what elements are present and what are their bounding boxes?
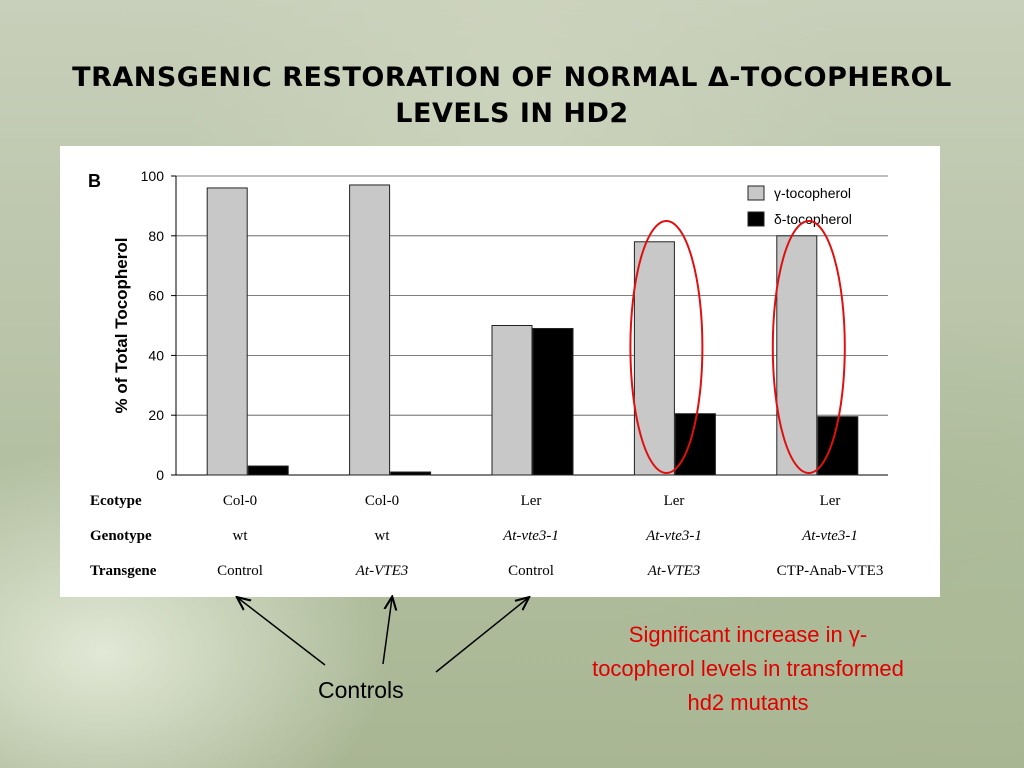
ecotype-cell: Col-0 <box>222 493 258 509</box>
genotype-cell: At-vte3-1 <box>802 528 858 544</box>
panel-label: B <box>88 171 101 191</box>
highlight-ellipse <box>771 220 846 474</box>
transgene-cell: CTP-Anab-VTE3 <box>776 563 884 579</box>
controls-label: Controls <box>318 677 404 703</box>
figure-panel: B 0 20 40 60 80 100 % of Total Tocopherol γ-toco… <box>60 146 940 597</box>
arrow-line <box>238 598 326 666</box>
bar <box>491 325 533 476</box>
y-axis-label: % of Total Tocopherol <box>112 238 131 414</box>
y-tick-label: 80 <box>148 228 164 244</box>
genotype-cell: At-vte3-1 <box>503 528 559 544</box>
row-label-genotype: Genotype <box>90 528 152 544</box>
row-label-ecotype: Ecotype <box>90 493 142 509</box>
ecotype-cell: Col-0 <box>364 493 400 509</box>
legend-label: δ-tocopherol <box>774 211 852 227</box>
transgene-cell: Control <box>217 563 263 579</box>
genotype-cell: At-vte3-1 <box>646 528 702 544</box>
y-tick-label: 60 <box>148 288 164 304</box>
legend-label: γ-tocopherol <box>774 185 851 201</box>
legend-swatch <box>747 211 765 227</box>
transgene-cell: At-VTE3 <box>647 563 701 579</box>
row-label-transgene: Transgene <box>90 563 157 579</box>
y-tick-label: 40 <box>148 347 164 363</box>
title-line-2: levels in hd2 <box>395 98 629 129</box>
genotype-cell: wt <box>374 528 390 544</box>
genotype-cell: wt <box>232 528 248 544</box>
bar <box>390 471 432 476</box>
ecotype-cell: Ler <box>663 493 685 509</box>
y-tick-label: 20 <box>148 407 164 423</box>
arrow-line <box>435 598 528 673</box>
bar-chart: B 0 20 40 60 80 100 % of Total Tocopherol γ-toco… <box>88 168 888 483</box>
highlight-ellipse <box>629 220 704 474</box>
y-tick-label: 0 <box>156 467 164 483</box>
arrow-line <box>382 598 392 665</box>
title-line-1: Transgenic Restoration of Normal δ-Tocop… <box>72 62 952 93</box>
bar <box>349 184 391 476</box>
transgene-cell: Control <box>508 563 554 579</box>
legend-swatch <box>747 185 765 201</box>
ecotype-cell: Ler <box>520 493 542 509</box>
transgene-cell: At-VTE3 <box>355 563 409 579</box>
bar <box>206 187 248 476</box>
annotation-text: Significant increase in γ-tocopherol lev… <box>592 622 904 715</box>
y-tick-label: 100 <box>141 168 165 184</box>
ecotype-cell: Ler <box>819 493 841 509</box>
bar <box>247 465 289 476</box>
bar <box>532 327 574 476</box>
slide-title: Transgenic Restoration of Normal δ-Tocop… <box>60 60 964 132</box>
